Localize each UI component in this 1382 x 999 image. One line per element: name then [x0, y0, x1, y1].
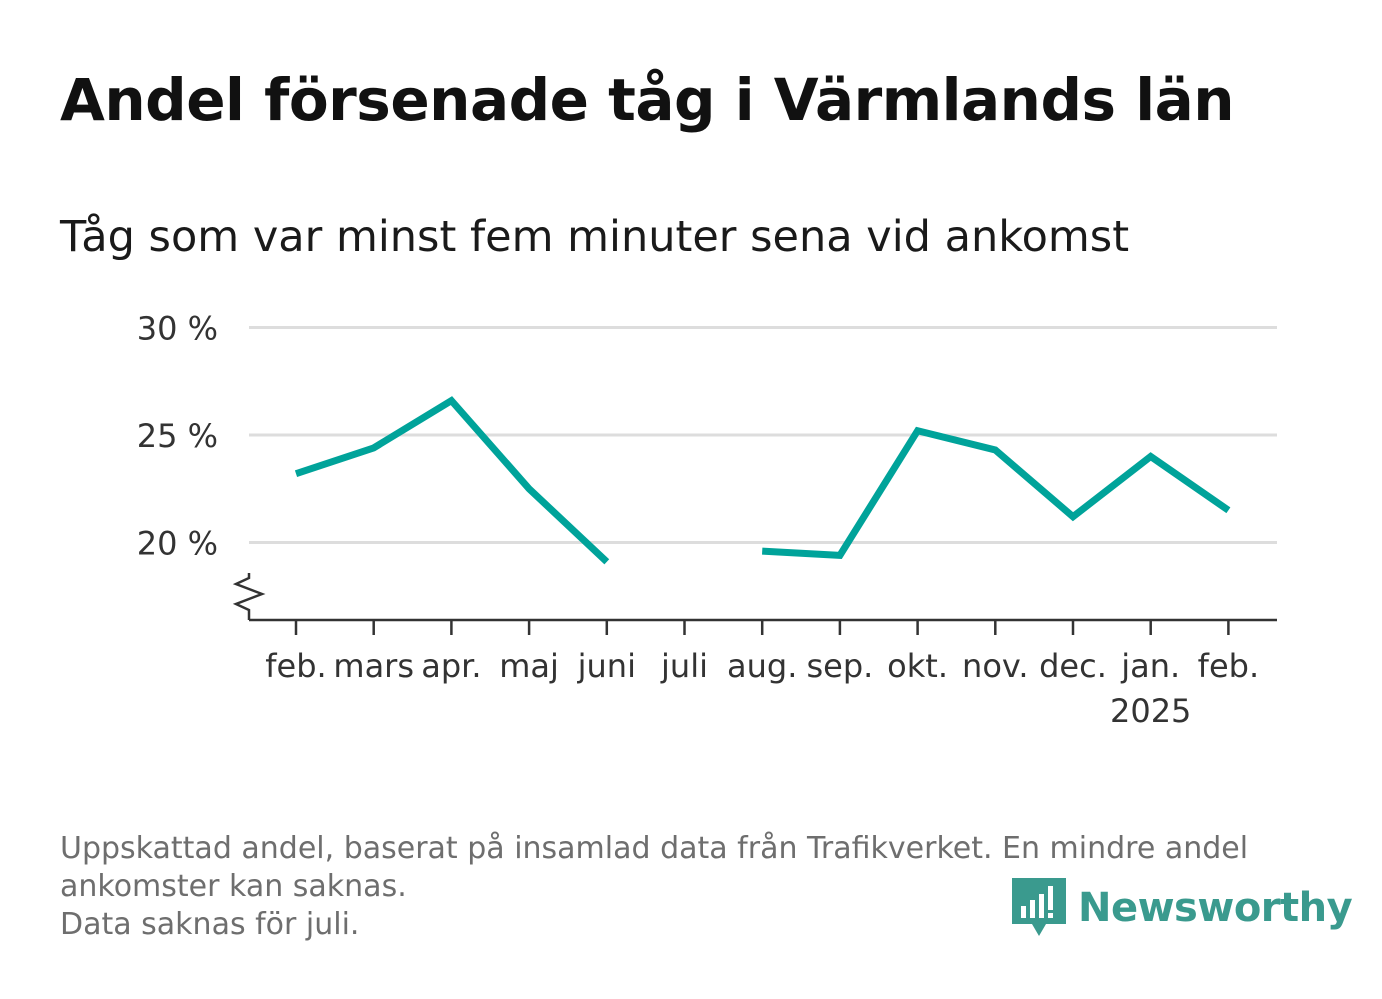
y-tick-label: 20 %: [137, 525, 218, 563]
x-tick-label: juli: [660, 647, 708, 685]
chart-subtitle: Tåg som var minst fem minuter sena vid a…: [60, 212, 1130, 262]
newsworthy-logo: Newsworthy: [1012, 878, 1353, 938]
x-tick-label: apr.: [421, 647, 481, 685]
chart-title: Andel försenade tåg i Värmlands län: [60, 66, 1235, 134]
x-tick-label: juni: [577, 647, 636, 685]
y-tick-label: 30 %: [137, 310, 218, 348]
x-tick-label: mars: [333, 647, 414, 685]
x-tick-label: nov.: [962, 647, 1028, 685]
series-line: [294, 396, 610, 565]
series-line: [762, 426, 1231, 560]
y-tick-label: 25 %: [137, 417, 218, 455]
footnote: Uppskattad andel, baserat på insamlad da…: [60, 830, 1320, 944]
footnote-line: Data saknas för juli.: [60, 907, 360, 942]
x-tick-label: feb.: [265, 647, 326, 685]
x-tick-label: dec.: [1039, 647, 1107, 685]
footnote-line: Uppskattad andel, baserat på insamlad da…: [60, 831, 1249, 866]
newsworthy-logo-icon: [1012, 878, 1066, 936]
x-tick-label: aug.: [727, 647, 797, 685]
footnote-line: ankomster kan saknas.: [60, 869, 407, 904]
x-tick-label: feb.: [1198, 647, 1259, 685]
axis-break-marker: [232, 573, 266, 620]
x-tick-label: okt.: [887, 647, 948, 685]
x-tick-label: maj: [499, 647, 559, 685]
x-year-label: 2025: [1110, 692, 1191, 730]
x-tick-label: jan.: [1120, 647, 1180, 685]
x-tick-label: sep.: [806, 647, 873, 685]
logo-text: Newsworthy: [1078, 885, 1353, 931]
